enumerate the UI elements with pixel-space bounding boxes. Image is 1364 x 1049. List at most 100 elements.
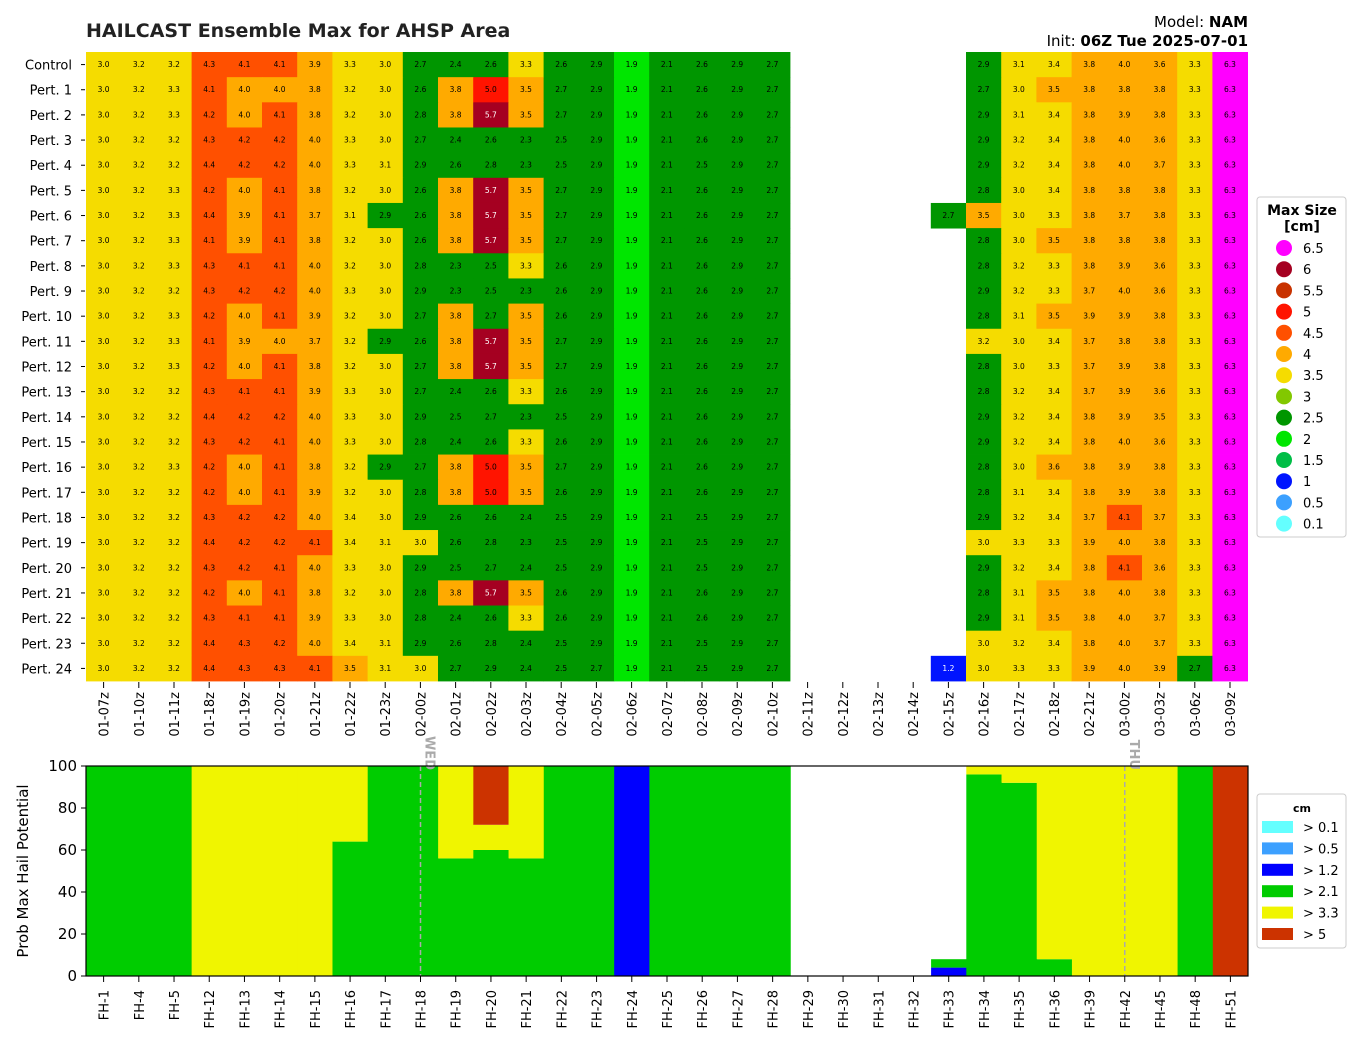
cell-value-label: 3.2	[344, 261, 356, 270]
heatmap-cell	[191, 278, 228, 304]
cell-value-label: 2.6	[696, 211, 708, 220]
heatmap-cell	[1001, 278, 1037, 304]
cell-value-label: 3.4	[1048, 488, 1060, 497]
heatmap-cell	[156, 379, 192, 405]
heatmap-cell	[966, 102, 1002, 128]
heatmap-cell	[191, 202, 228, 229]
heatmap-cell	[1106, 152, 1143, 179]
cell-value-label: 6.3	[1224, 337, 1236, 346]
cell-value-label: 3.0	[98, 312, 110, 321]
heatmap-cell	[1212, 253, 1248, 279]
heatmap-cell	[684, 530, 720, 556]
cell-value-label: 3.8	[1118, 85, 1130, 94]
heatmap: 3.0 3.2 3.2 4.3 4.1 4.1 3.9 3.3 3.0 2.7 2.4 2.6 3.3 2…	[86, 52, 1248, 682]
cell-value-label: 2.9	[978, 412, 990, 421]
heatmap-cell	[1177, 530, 1213, 556]
heatmap-cell	[1177, 303, 1213, 330]
heatmap-cell	[1142, 429, 1178, 455]
heatmap-cell	[1142, 630, 1178, 657]
heatmap-cell	[86, 605, 122, 632]
heatmap-cell	[473, 328, 509, 355]
cell-value-label: 3.3	[520, 614, 532, 623]
plot-frame	[85, 765, 1249, 977]
heatmap-cell	[754, 630, 791, 657]
cell-value-label: 2.7	[766, 362, 778, 371]
heatmap-cell	[1001, 152, 1037, 179]
heatmap-cell	[966, 630, 1002, 657]
cell-value-label: 2.6	[414, 211, 426, 220]
x-tick-label: FH-45	[1154, 990, 1169, 1029]
legend-marker	[1276, 494, 1292, 511]
cell-value-label: 3.2	[168, 136, 180, 145]
cell-value-label: 2.9	[590, 236, 602, 245]
heatmap-cell	[966, 127, 1002, 154]
cell-value-label: 3.8	[450, 211, 462, 220]
prob-bar-segment	[332, 766, 369, 842]
cell-value-label: 2.9	[590, 437, 602, 446]
cell-value-label: 3.8	[309, 463, 321, 472]
prob-bar-segment	[614, 766, 650, 976]
heatmap-cell	[578, 655, 615, 682]
cell-value-label: 3.0	[379, 437, 391, 446]
cell-value-label: 2.9	[731, 312, 743, 321]
heatmap-cell	[156, 555, 192, 581]
heatmap-cell	[543, 303, 580, 330]
heatmap-cell	[1177, 404, 1213, 430]
cell-value-label: 4.3	[203, 60, 215, 69]
cell-value-label: 1.9	[626, 136, 638, 145]
heatmap-cell	[1212, 454, 1248, 481]
cell-value-label: 3.9	[309, 614, 321, 623]
cell-value-label: 4.1	[274, 186, 286, 195]
cell-value-label: 4.3	[203, 287, 215, 296]
heatmap-cell	[297, 328, 333, 355]
heatmap-cell	[332, 52, 368, 78]
heatmap-cell	[966, 303, 1002, 330]
heatmap-cell	[262, 429, 298, 455]
cell-value-label: 4.4	[203, 161, 215, 170]
cell-value-label: 2.8	[485, 639, 497, 648]
cell-value-label: 1.2	[942, 664, 954, 673]
heatmap-cell	[649, 353, 685, 380]
cell-value-label: 2.1	[661, 362, 673, 371]
cell-value-label: 3.0	[98, 488, 110, 497]
heatmap-cell	[508, 102, 544, 128]
heatmap-cell	[1177, 328, 1213, 355]
cell-value-label: 4.2	[203, 312, 215, 321]
cell-value-label: 4.3	[203, 614, 215, 623]
row-label: Control	[25, 59, 72, 74]
cell-value-label: 4.2	[203, 463, 215, 472]
heatmap-cell	[1036, 479, 1072, 506]
col-label: 01-20z	[274, 692, 289, 737]
cell-value-label: 6.3	[1224, 287, 1236, 296]
heatmap-cell	[719, 530, 756, 556]
cell-value-label: 3.8	[1154, 110, 1166, 119]
heatmap-cell	[297, 429, 333, 455]
legend-label: 6.5	[1303, 242, 1324, 257]
heatmap-cell	[684, 303, 720, 330]
heatmap-cell	[438, 202, 474, 229]
legend-swatch	[1262, 906, 1293, 919]
heatmap-cell	[1142, 580, 1178, 606]
cell-value-label: 5.7	[485, 211, 497, 220]
heatmap-cell	[367, 52, 404, 78]
heatmap-cell	[966, 605, 1002, 632]
cell-value-label: 3.5	[520, 488, 532, 497]
cell-value-label: 3.8	[1154, 362, 1166, 371]
heatmap-cell	[1106, 404, 1143, 430]
heatmap-cell	[1001, 580, 1037, 606]
heatmap-cell	[543, 52, 580, 78]
heatmap-cell	[402, 555, 439, 581]
cell-value-label: 3.5	[344, 664, 356, 673]
cell-value-label: 3.9	[1118, 362, 1130, 371]
legend-marker	[1276, 409, 1292, 426]
cell-value-label: 2.7	[555, 85, 567, 94]
cell-value-label: 2.7	[766, 387, 778, 396]
cell-value-label: 3.0	[1013, 85, 1025, 94]
heatmap-cell	[297, 605, 333, 632]
heatmap-cell	[1001, 52, 1037, 78]
heatmap-cell	[473, 504, 509, 531]
heatmap-cell	[332, 228, 368, 254]
heatmap-cell	[473, 530, 509, 556]
heatmap-cell	[191, 52, 228, 78]
heatmap-cell	[156, 278, 192, 304]
